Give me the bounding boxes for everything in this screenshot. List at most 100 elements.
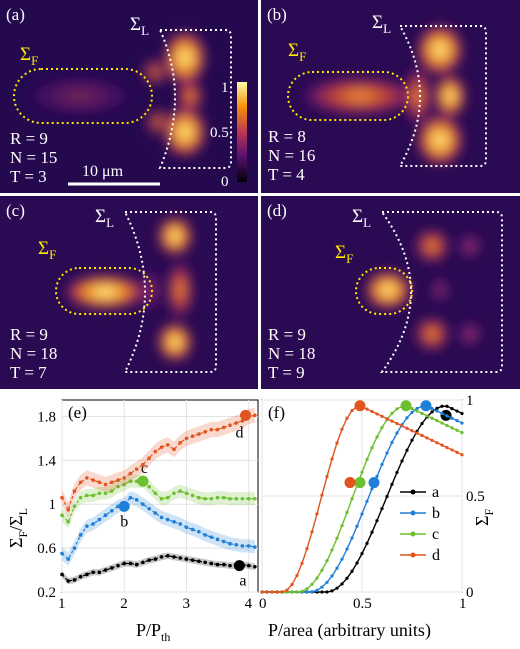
data-point	[78, 574, 83, 579]
data-point	[350, 569, 354, 573]
data-point	[60, 572, 64, 577]
panel-c: (c) ΣL ΣF R = 9 N = 18 T = 7	[0, 196, 258, 389]
x-tick-label: 0	[259, 596, 267, 612]
data-point	[228, 423, 232, 428]
data-point	[165, 517, 170, 522]
param-t: T = 4	[268, 165, 305, 184]
panel-d: (d) ΣL ΣF R = 9 N = 18 T = 9	[261, 196, 520, 389]
data-point	[109, 509, 114, 513]
data-point	[253, 545, 257, 549]
data-point	[66, 519, 71, 524]
data-point	[410, 438, 414, 442]
y-tick-label: 1.4	[37, 453, 56, 469]
data-point	[300, 589, 304, 593]
data-point	[203, 430, 207, 434]
data-point	[325, 580, 329, 584]
data-point	[190, 527, 195, 532]
data-point	[315, 588, 319, 592]
data-point	[253, 413, 257, 418]
y-tick-label: 0.6	[37, 541, 56, 557]
colorbar-tick: 0	[221, 174, 229, 190]
data-point	[190, 558, 195, 562]
series-band-a	[62, 552, 255, 585]
data-point	[395, 431, 399, 435]
data-point	[375, 519, 379, 523]
colorbar-tick: 1	[221, 80, 229, 96]
data-point	[310, 530, 314, 534]
data-point	[197, 495, 201, 500]
highlight-marker-d	[344, 477, 356, 489]
data-point	[197, 529, 201, 534]
data-point	[330, 574, 334, 578]
data-point	[270, 590, 274, 594]
data-point	[97, 517, 102, 522]
data-point	[450, 407, 454, 411]
data-point	[253, 564, 257, 569]
data-point	[425, 414, 429, 418]
data-point	[85, 476, 89, 480]
data-point	[320, 590, 324, 594]
data-point	[172, 519, 176, 524]
data-point	[147, 484, 151, 489]
data-point	[355, 524, 359, 528]
data-point	[147, 456, 151, 460]
data-point	[305, 547, 309, 551]
point-label: c	[141, 460, 148, 477]
data-point	[390, 440, 394, 445]
data-point	[370, 446, 374, 450]
data-point	[122, 476, 127, 480]
data-point	[228, 541, 232, 546]
data-point	[445, 423, 449, 428]
param-t: T = 3	[10, 167, 47, 186]
data-point	[420, 433, 424, 438]
data-point	[221, 495, 226, 500]
data-point	[78, 480, 83, 485]
data-point	[165, 553, 170, 558]
data-point	[165, 495, 170, 500]
data-point	[197, 559, 201, 564]
data-point	[203, 533, 207, 537]
data-point	[153, 557, 158, 561]
param-r: R = 9	[10, 325, 48, 344]
data-point	[345, 510, 349, 514]
data-point	[116, 563, 120, 568]
data-point	[221, 539, 226, 544]
colorbar	[237, 82, 247, 182]
data-point	[103, 491, 108, 496]
sigma-l-label: ΣL	[352, 206, 371, 230]
data-point	[209, 535, 214, 539]
data-point	[215, 562, 220, 567]
highlight-marker-d	[354, 400, 366, 412]
data-point	[240, 544, 245, 548]
highlight-marker-b	[420, 400, 432, 412]
data-point	[91, 478, 95, 482]
data-point	[440, 443, 444, 447]
data-point	[122, 561, 127, 566]
data-point	[280, 590, 284, 594]
data-point	[455, 428, 459, 432]
data-point	[385, 417, 389, 421]
y-tick-label: 1	[466, 393, 474, 409]
data-point	[350, 408, 354, 413]
data-point	[380, 462, 384, 467]
data-point	[340, 427, 344, 431]
data-point	[445, 414, 449, 418]
data-point	[405, 448, 409, 452]
data-point	[370, 409, 374, 414]
data-point	[103, 513, 108, 517]
data-point	[128, 561, 133, 566]
param-n: N = 16	[268, 146, 315, 165]
data-point	[325, 590, 329, 594]
data-point	[365, 541, 369, 545]
data-point	[109, 489, 114, 493]
series-band-b	[62, 491, 255, 566]
data-point	[300, 561, 304, 565]
highlight-marker-c	[400, 400, 412, 412]
data-point	[66, 507, 71, 512]
sigma-l-label: ΣL	[95, 206, 114, 230]
data-point	[310, 590, 314, 594]
data-point	[97, 491, 102, 496]
data-point	[315, 512, 319, 516]
